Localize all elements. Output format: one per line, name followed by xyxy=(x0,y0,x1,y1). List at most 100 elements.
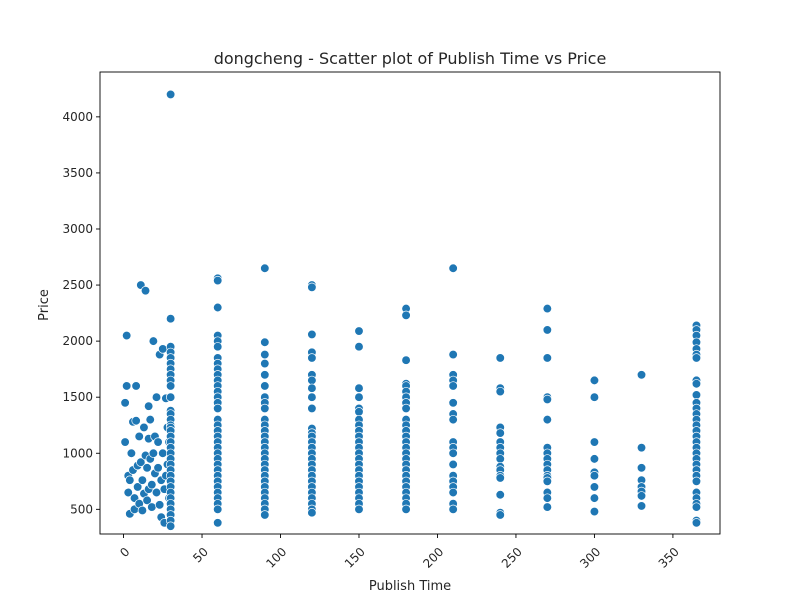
data-point xyxy=(134,431,144,442)
data-points xyxy=(120,89,702,531)
data-point xyxy=(691,476,702,486)
data-point xyxy=(448,414,458,425)
data-point xyxy=(144,401,154,411)
data-point xyxy=(495,510,505,520)
data-point xyxy=(691,390,702,400)
data-point xyxy=(589,482,600,492)
data-point xyxy=(691,379,702,389)
data-point xyxy=(260,358,270,369)
y-tick-label: 1000 xyxy=(62,446,93,460)
data-point xyxy=(125,475,135,485)
data-point xyxy=(354,342,364,352)
y-tick-label: 500 xyxy=(70,502,93,516)
data-point xyxy=(589,392,600,402)
data-point xyxy=(260,263,270,273)
data-point xyxy=(158,344,168,354)
data-point xyxy=(260,370,270,380)
y-tick-label: 2000 xyxy=(62,334,93,348)
data-point xyxy=(495,473,505,483)
x-tick-label: 100 xyxy=(263,545,289,571)
data-point xyxy=(448,381,458,391)
data-point xyxy=(165,381,176,391)
data-point xyxy=(448,263,458,273)
data-point xyxy=(542,476,552,486)
data-point xyxy=(213,403,223,414)
data-point xyxy=(495,454,505,464)
data-point xyxy=(126,448,137,458)
data-point xyxy=(154,500,165,510)
data-point xyxy=(401,310,411,320)
data-point xyxy=(148,336,159,346)
data-point xyxy=(137,505,148,516)
data-point xyxy=(589,471,600,481)
data-point xyxy=(307,375,317,386)
chart-title: dongcheng - Scatter plot of Publish Time… xyxy=(214,49,607,68)
y-tick-label: 3000 xyxy=(62,222,93,236)
data-point xyxy=(542,493,552,503)
x-tick-label: 150 xyxy=(342,545,368,571)
plot-area: 0 50 100 150 200 250 300 350 500 1000 1500 2000 2500… xyxy=(62,71,721,571)
data-point xyxy=(691,518,702,528)
data-point xyxy=(636,501,647,511)
x-axis-label: Publish Time xyxy=(369,579,451,594)
data-point xyxy=(213,302,223,313)
data-point xyxy=(307,508,317,518)
data-point xyxy=(307,392,317,402)
data-point xyxy=(401,355,411,365)
data-point xyxy=(542,303,552,314)
data-point xyxy=(448,487,458,498)
x-tick-label: 350 xyxy=(656,545,682,571)
data-point xyxy=(636,370,647,380)
data-point xyxy=(213,504,223,514)
data-point xyxy=(354,383,364,393)
data-point xyxy=(542,353,552,363)
data-point xyxy=(123,487,133,498)
data-point xyxy=(691,353,702,363)
data-point xyxy=(448,459,458,470)
data-point xyxy=(151,487,162,498)
data-point xyxy=(260,337,270,347)
data-point xyxy=(307,353,317,363)
data-point xyxy=(122,330,132,341)
data-point xyxy=(636,463,647,473)
data-point xyxy=(120,437,130,447)
data-point xyxy=(495,353,505,363)
data-point xyxy=(120,398,130,408)
y-axis-label: Price xyxy=(37,289,52,321)
data-point xyxy=(307,403,317,414)
data-point xyxy=(147,480,157,490)
data-point xyxy=(260,403,270,414)
data-point xyxy=(136,457,146,467)
data-point xyxy=(589,454,600,464)
data-point xyxy=(142,495,152,506)
data-point xyxy=(145,414,155,425)
data-point xyxy=(542,414,552,425)
data-point xyxy=(307,282,317,292)
data-point xyxy=(354,504,364,514)
data-point xyxy=(448,349,458,360)
data-point xyxy=(153,463,163,473)
data-point xyxy=(354,326,364,336)
data-point xyxy=(307,383,317,393)
x-tick-label: 250 xyxy=(499,545,525,571)
data-point xyxy=(636,443,647,453)
data-point xyxy=(131,416,141,426)
data-point xyxy=(495,428,505,438)
data-point xyxy=(354,392,364,402)
data-point xyxy=(140,286,151,296)
data-point xyxy=(307,329,317,340)
data-point xyxy=(691,502,702,512)
y-tick-label: 4000 xyxy=(62,110,93,124)
data-point xyxy=(147,502,157,512)
y-tick-label: 1500 xyxy=(62,390,93,404)
data-point xyxy=(165,314,176,324)
data-point xyxy=(354,407,364,417)
data-point xyxy=(448,504,458,514)
data-point xyxy=(542,325,552,335)
x-tick-label: 0 xyxy=(117,545,132,560)
data-point xyxy=(137,475,148,485)
data-point xyxy=(142,463,152,473)
data-point xyxy=(153,437,163,447)
plot-frame xyxy=(99,71,721,535)
y-tick-label: 2500 xyxy=(62,278,93,292)
